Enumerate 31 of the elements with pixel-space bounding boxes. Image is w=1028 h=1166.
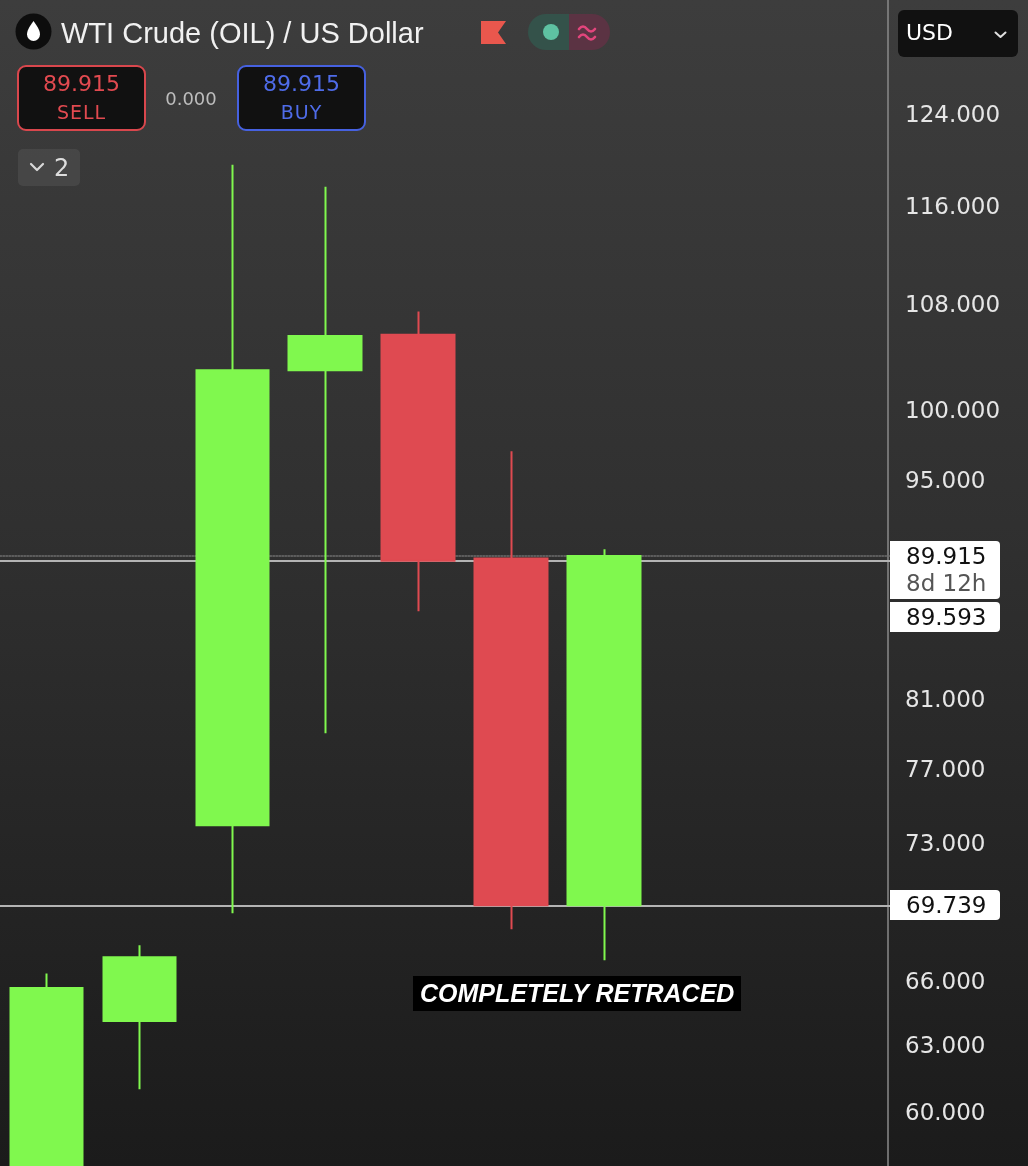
annotation: USD	[906, 19, 954, 47]
y-tick-label: 108.000	[905, 290, 1001, 317]
annotation: 8d 12h	[906, 568, 987, 597]
currency-dropdown: USD	[898, 10, 1018, 57]
ref-line-label: 69.739	[906, 891, 987, 921]
annotation: 89.915	[42, 70, 121, 98]
candlestick	[473, 450, 549, 931]
annotation: 89.915	[262, 70, 341, 98]
y-tick-label: 100.000	[905, 396, 1001, 423]
annotation: COMPLETELY RETRACED	[413, 976, 742, 1011]
candlestick	[380, 310, 456, 613]
y-tick-label: 66.000	[905, 968, 986, 995]
y-tick-label: 77.000	[905, 756, 986, 783]
y-tick-label: 60.000	[905, 1099, 986, 1126]
y-tick-label: 124.000	[905, 100, 1001, 127]
y-tick-label: 63.000	[905, 1032, 986, 1059]
annotation: 0.000	[164, 87, 218, 111]
candlestick	[9, 972, 84, 1166]
text: WTI Crude (OIL) / US Dollar	[61, 16, 424, 51]
ref-line-label: 89.593	[906, 602, 987, 632]
y-tick-label: 73.000	[905, 829, 986, 856]
dropdown-button: 2	[18, 149, 80, 186]
annotation: 2	[54, 153, 70, 183]
buy-button: 89.915 BUY	[237, 65, 366, 131]
annotation: SELL	[55, 100, 108, 125]
ref-line-label: 89.915	[906, 541, 987, 571]
y-tick-label: 81.000	[905, 686, 986, 713]
annotation: BUY	[279, 100, 324, 125]
y-tick-label: 116.000	[905, 192, 1001, 219]
sell-button: 89.915 SELL	[17, 65, 146, 131]
y-tick-label: 95.000	[905, 467, 986, 494]
